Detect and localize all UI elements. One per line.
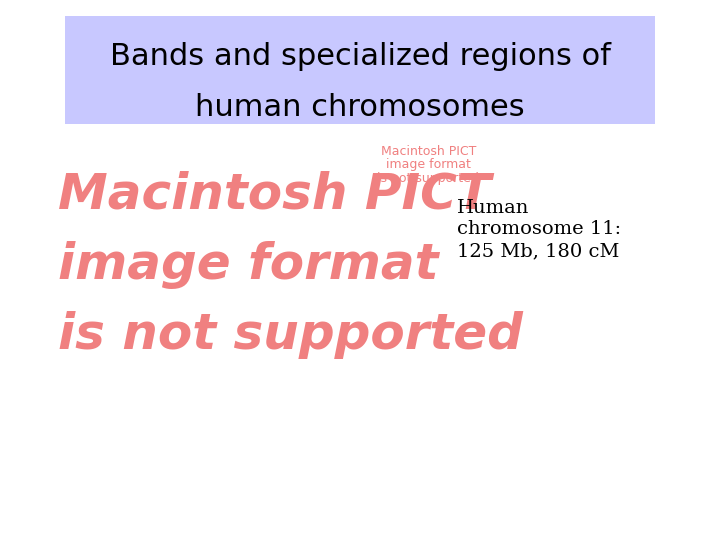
Text: Macintosh PICT: Macintosh PICT (381, 145, 476, 158)
FancyBboxPatch shape (65, 16, 655, 124)
Text: is not supported: is not supported (377, 172, 480, 185)
Text: image format: image format (386, 158, 471, 171)
Text: 125 Mb, 180 cM: 125 Mb, 180 cM (457, 242, 620, 260)
Text: Macintosh PICT: Macintosh PICT (58, 171, 490, 218)
Text: chromosome 11:: chromosome 11: (457, 220, 621, 239)
Text: is not supported: is not supported (58, 311, 523, 359)
Text: Bands and specialized regions of: Bands and specialized regions of (109, 42, 611, 71)
Text: image format: image format (58, 241, 438, 288)
Text: human chromosomes: human chromosomes (195, 93, 525, 123)
Text: Human: Human (457, 199, 530, 217)
